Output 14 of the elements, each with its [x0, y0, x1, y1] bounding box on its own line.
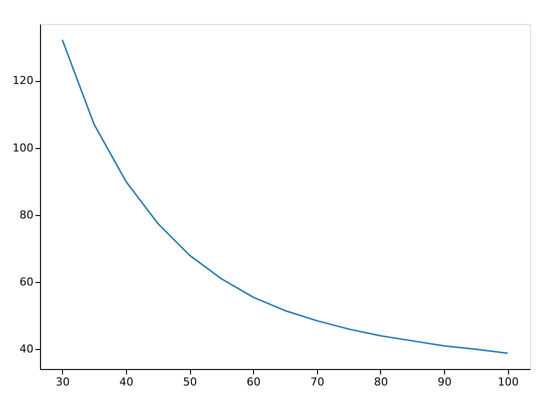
x-tick-label: 30 [56, 376, 70, 388]
line-series [62, 39, 508, 354]
y-tick-label: 100 [12, 141, 34, 154]
y-tick-label: 40 [20, 342, 34, 356]
x-tick-label: 80 [374, 376, 388, 388]
x-tick-label: 100 [498, 376, 519, 388]
x-tick-label: 90 [438, 376, 452, 388]
x-tick-label: 60 [246, 376, 261, 388]
x-tick-label: 50 [183, 376, 198, 388]
x-tick-label: 70 [310, 376, 324, 388]
y-tick-label: 60 [20, 276, 34, 289]
x-tick-label: 40 [119, 376, 134, 388]
y-tick-label: 80 [20, 208, 34, 222]
y-tick-label: 120 [12, 74, 34, 88]
